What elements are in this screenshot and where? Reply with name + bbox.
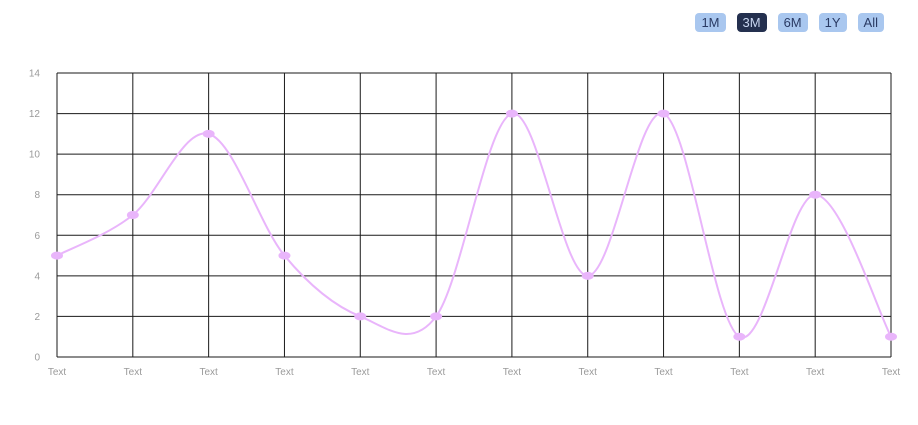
x-tick-label: Text	[427, 367, 446, 378]
y-tick-label: 12	[29, 109, 41, 120]
x-tick-label: Text	[882, 367, 901, 378]
data-point	[885, 333, 897, 341]
data-point	[51, 252, 63, 260]
x-tick-label: Text	[806, 367, 825, 378]
y-tick-label: 14	[29, 69, 41, 80]
data-point	[354, 312, 366, 320]
y-tick-label: 8	[34, 190, 40, 201]
x-tick-label: Text	[579, 367, 598, 378]
y-tick-label: 2	[34, 312, 40, 323]
data-point	[506, 110, 518, 118]
x-tick-label: Text	[503, 367, 522, 378]
x-tick-label: Text	[199, 367, 218, 378]
x-tick-label: Text	[275, 367, 294, 378]
data-point	[127, 211, 139, 219]
data-point	[809, 191, 821, 199]
data-point	[733, 333, 745, 341]
data-point	[203, 130, 215, 138]
x-tick-label: Text	[124, 367, 143, 378]
data-point	[278, 252, 290, 260]
y-tick-label: 0	[34, 353, 40, 364]
series-line	[57, 113, 891, 337]
x-tick-label: Text	[730, 367, 749, 378]
data-point	[658, 110, 670, 118]
x-tick-label: Text	[48, 367, 67, 378]
data-point	[430, 312, 442, 320]
x-tick-label: Text	[654, 367, 673, 378]
data-point	[582, 272, 594, 280]
y-tick-label: 4	[34, 271, 40, 282]
x-tick-label: Text	[351, 367, 370, 378]
y-tick-label: 6	[34, 231, 40, 242]
y-tick-label: 10	[29, 150, 41, 161]
